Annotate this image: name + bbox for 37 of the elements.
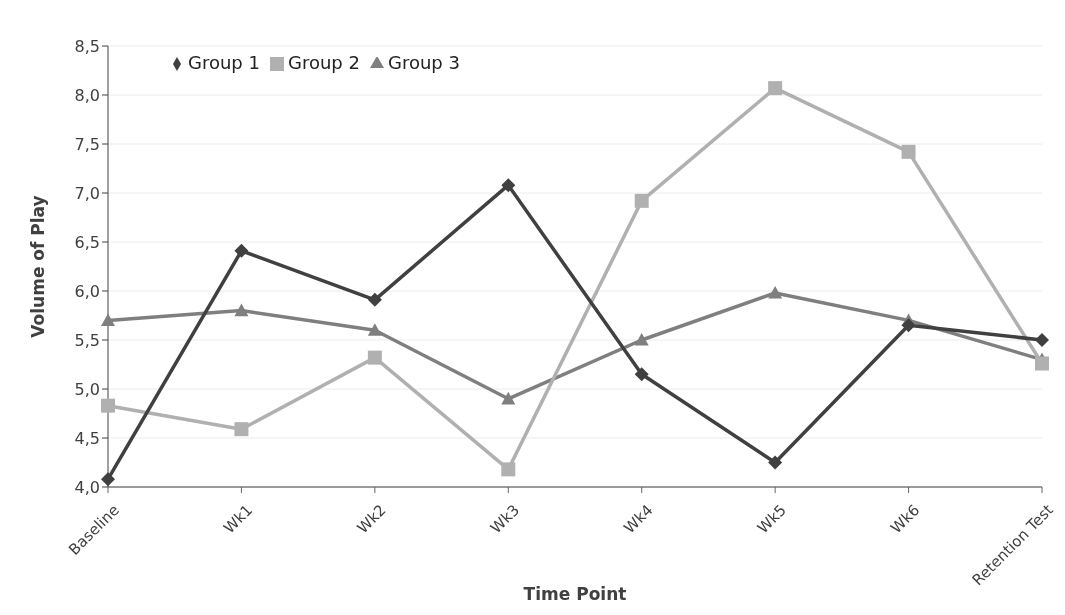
x-axis-title: Time Point — [523, 584, 627, 604]
point — [768, 81, 783, 96]
y-tick-label: 7,0 — [74, 183, 100, 203]
legend-label: Group 2 — [287, 52, 360, 73]
point — [501, 178, 516, 193]
y-tick-label: 5,5 — [74, 330, 100, 350]
point — [367, 323, 382, 336]
y-tick-label: 4,0 — [74, 477, 100, 497]
y-tick-label: 6,5 — [74, 232, 100, 252]
point — [768, 285, 783, 299]
point — [901, 318, 916, 333]
point — [101, 398, 115, 413]
point — [367, 292, 382, 307]
y-tick-label: 6,0 — [74, 281, 100, 301]
y-axis-title: Volume of Play — [28, 195, 49, 338]
point — [101, 313, 115, 326]
legend-label: Group 3 — [387, 52, 460, 73]
point — [634, 193, 649, 208]
point — [1035, 333, 1049, 347]
point — [234, 303, 249, 317]
point — [367, 350, 382, 365]
y-tick-label: 8,0 — [74, 85, 100, 105]
point — [234, 243, 249, 258]
point — [501, 391, 516, 405]
y-tick-label: 8,5 — [74, 36, 100, 56]
point — [101, 472, 115, 487]
point — [1035, 356, 1049, 371]
point — [234, 422, 249, 437]
y-tick-label: 4,5 — [74, 428, 100, 448]
y-tick-label: 5,0 — [74, 379, 100, 399]
point — [634, 367, 649, 382]
point — [901, 144, 916, 159]
point — [768, 455, 783, 470]
point — [501, 462, 516, 477]
point — [634, 333, 649, 346]
legend-label: Group 1 — [188, 52, 260, 73]
y-tick-label: 7,5 — [74, 134, 100, 154]
